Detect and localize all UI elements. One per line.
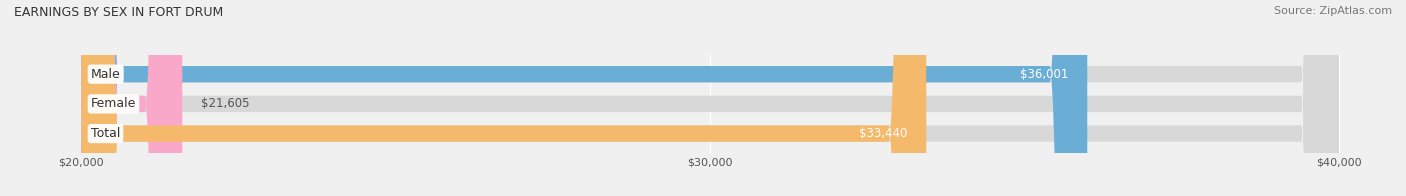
Text: Female: Female [91,97,136,110]
Text: $36,001: $36,001 [1019,68,1069,81]
Text: Source: ZipAtlas.com: Source: ZipAtlas.com [1274,6,1392,16]
Text: EARNINGS BY SEX IN FORT DRUM: EARNINGS BY SEX IN FORT DRUM [14,6,224,19]
Text: Total: Total [91,127,120,140]
FancyBboxPatch shape [82,0,1339,196]
FancyBboxPatch shape [82,0,1339,196]
FancyBboxPatch shape [82,0,1087,196]
Text: $21,605: $21,605 [201,97,250,110]
Text: Male: Male [91,68,121,81]
FancyBboxPatch shape [82,0,183,196]
Text: $33,440: $33,440 [859,127,907,140]
FancyBboxPatch shape [82,0,927,196]
FancyBboxPatch shape [82,0,1339,196]
